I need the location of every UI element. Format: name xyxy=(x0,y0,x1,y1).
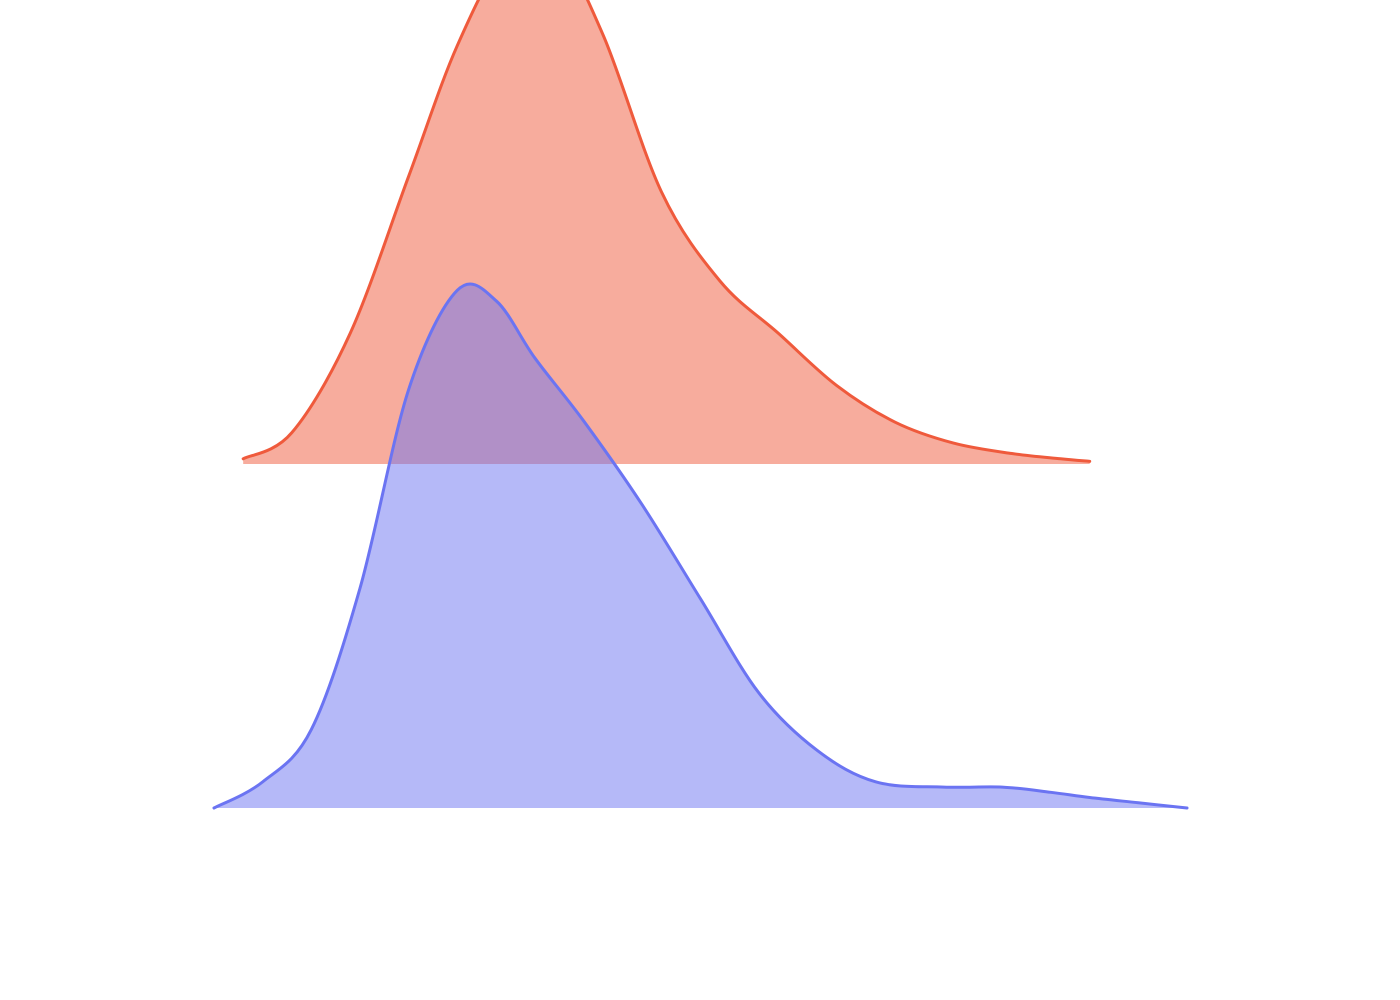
ridge-area-1 xyxy=(243,0,1090,464)
ridge-area-2 xyxy=(214,283,1187,809)
ridge-line-2 xyxy=(212,282,1189,810)
ridge-line-1 xyxy=(241,0,1092,463)
